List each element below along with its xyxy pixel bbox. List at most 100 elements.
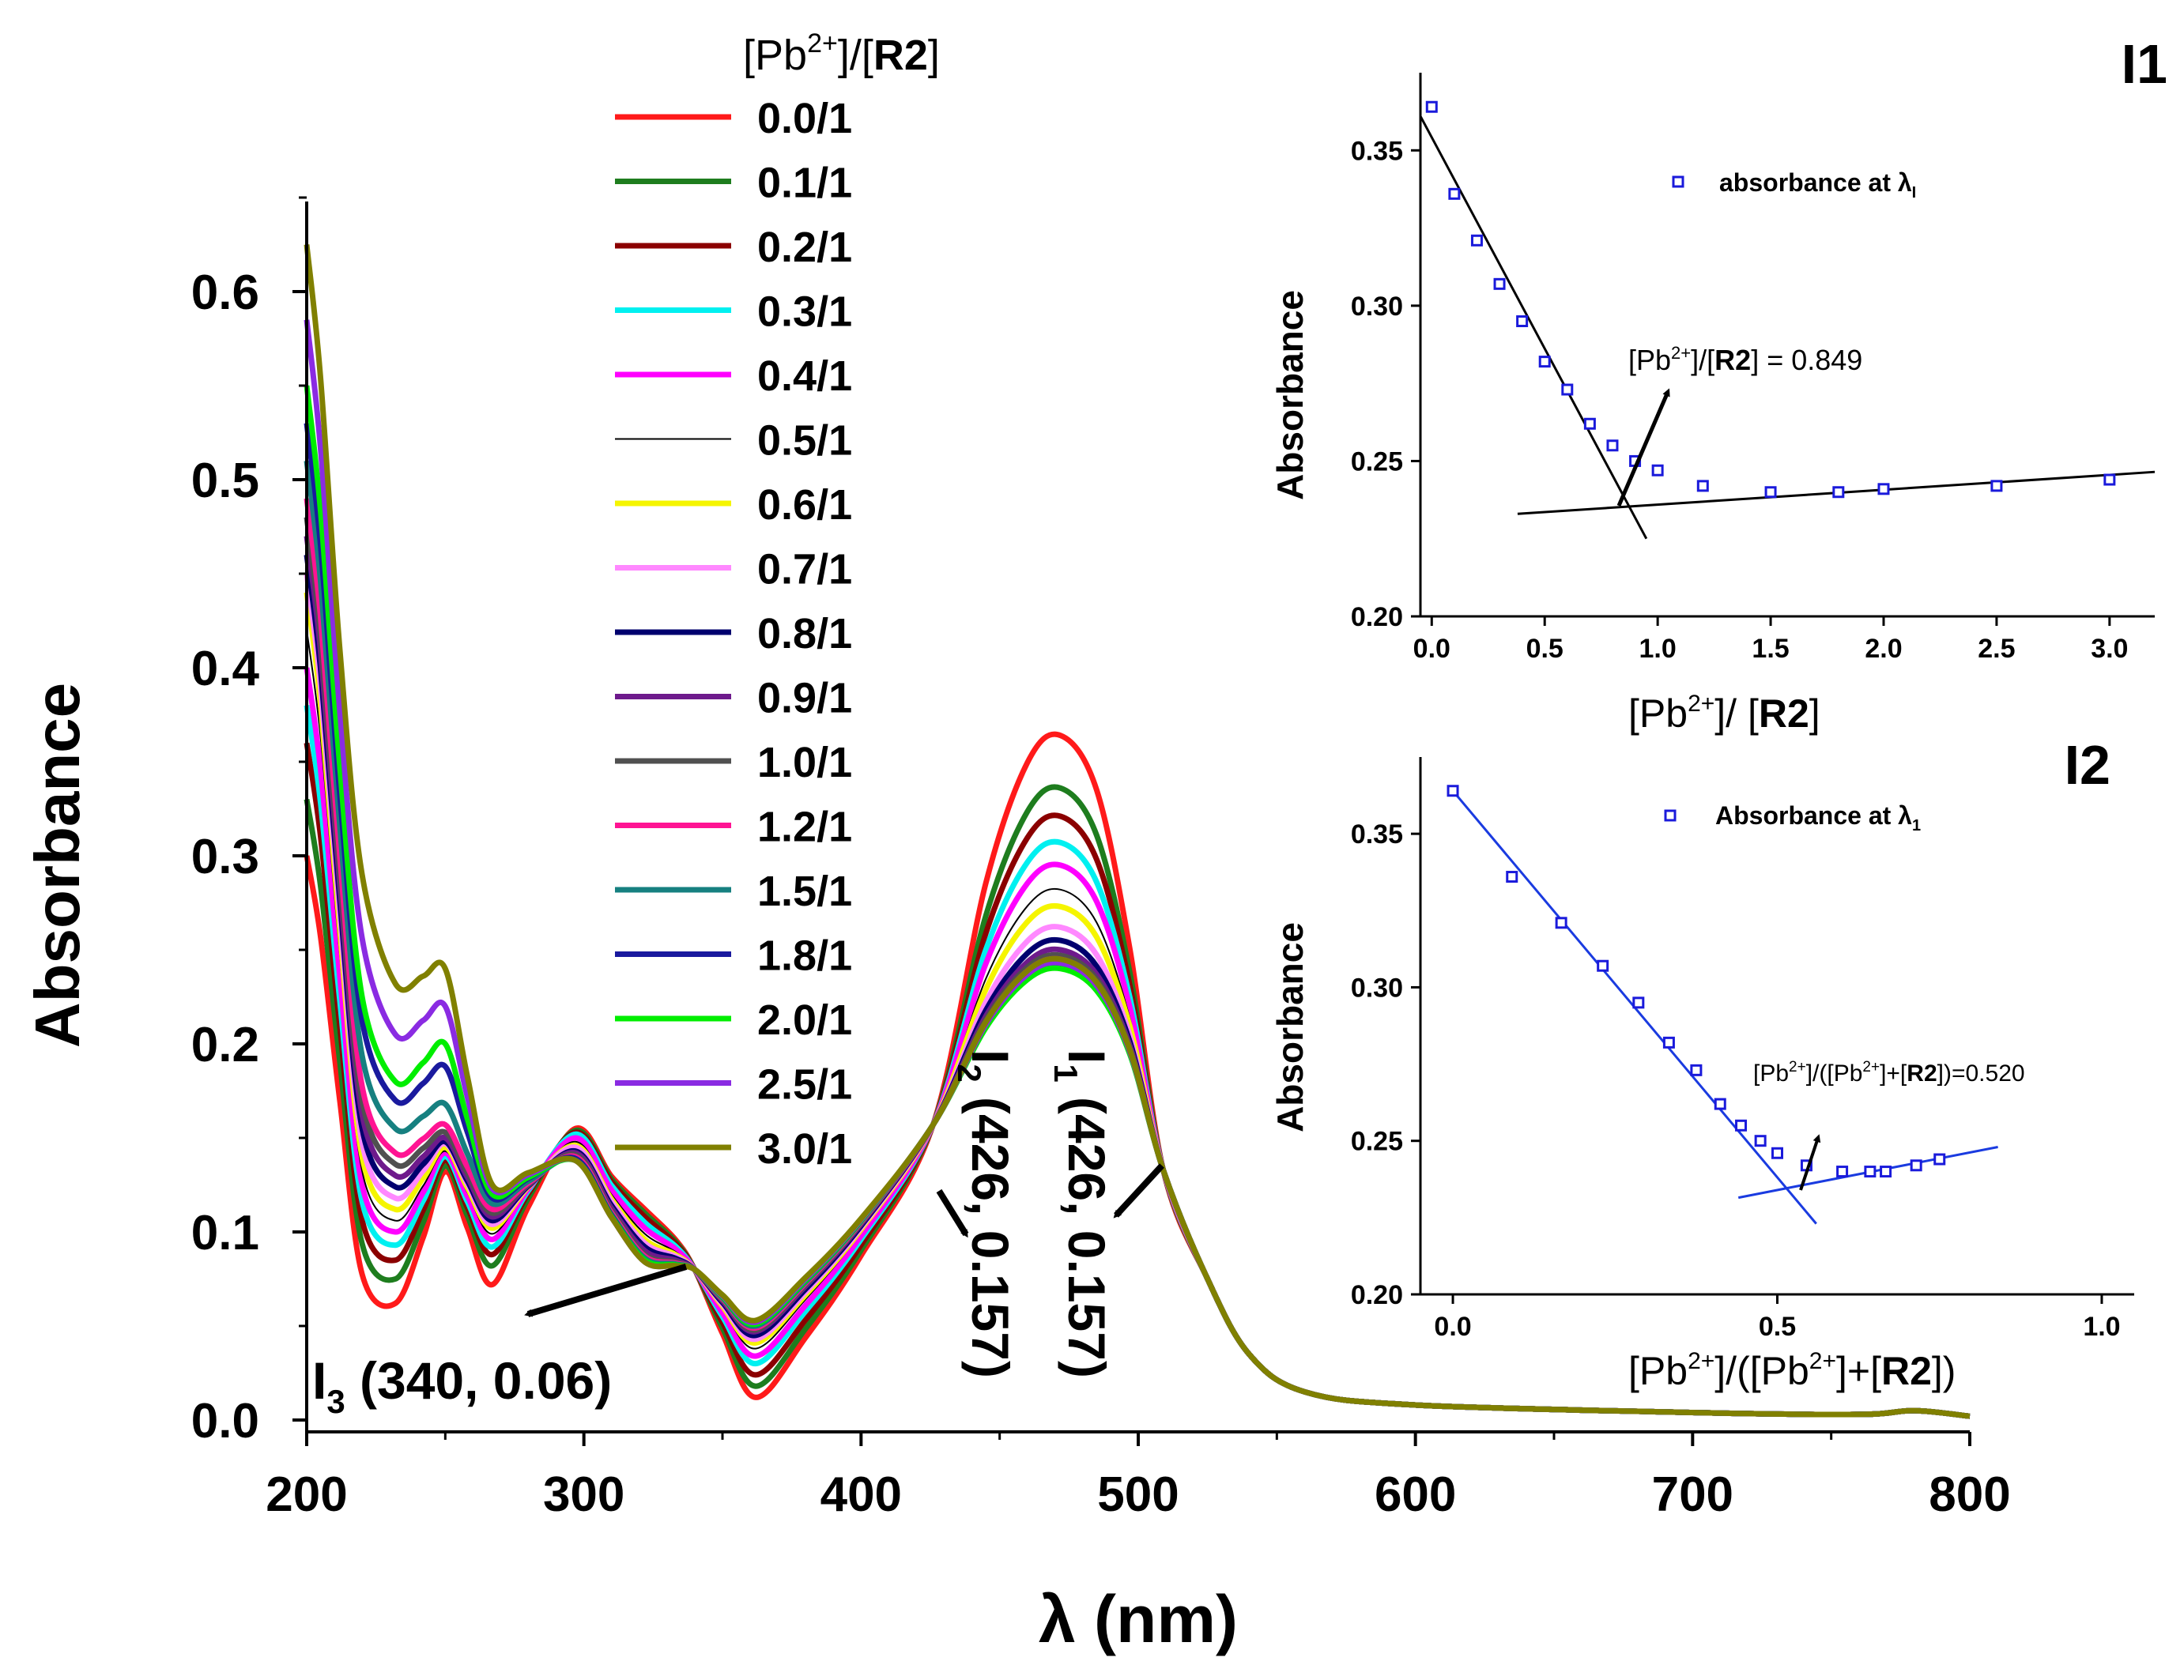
series-line-2.5-1 bbox=[304, 319, 1971, 1419]
legend-label: 0.9/1 bbox=[757, 675, 852, 722]
annotation-i1: I1 (426, 0.157) bbox=[1047, 1049, 1116, 1378]
i2-annotation-p3: ]+[ bbox=[1880, 1060, 1907, 1087]
i1-content: 0.0 0.5 1.0 1.5 2.0 2.5 3.0 0.20 0.25 0.30 0.35 bbox=[1351, 100, 2156, 664]
legend-title-end: ] bbox=[928, 32, 940, 79]
legend-label: 2.5/1 bbox=[757, 1061, 852, 1109]
data-point bbox=[1864, 1166, 1877, 1178]
data-point bbox=[1425, 100, 1438, 113]
main-spectra-panel: 200 300 400 500 600 700 800 0.0 0.1 0.2 0.3 0.4 0.5 0… bbox=[22, 28, 2011, 1656]
arrow-i3 bbox=[524, 1264, 688, 1317]
i2-y-label: Absorbance bbox=[1269, 922, 1311, 1132]
annotation-i2: I2 (426, 0.157) bbox=[951, 1049, 1020, 1378]
i2-x-label: [Pb2+]/([Pb2+]+[R2]) bbox=[1628, 1348, 1956, 1393]
data-point bbox=[1597, 959, 1609, 972]
arrow-i1 bbox=[1113, 1163, 1164, 1219]
data-point bbox=[1516, 315, 1529, 328]
data-point bbox=[1990, 480, 2003, 492]
i2-legend-sub: 1 bbox=[1912, 817, 1921, 834]
i2-x-label-end: ]) bbox=[1932, 1349, 1956, 1393]
series-line-0.9-1 bbox=[304, 535, 1971, 1419]
i1-annotation-mid: ]/[ bbox=[1691, 344, 1714, 376]
annotation-i3: I3 (340, 0.06) bbox=[312, 1351, 612, 1420]
i2-legend: Absorbance at λ1 bbox=[1664, 801, 1921, 834]
main-y-tick-label: 0.3 bbox=[191, 830, 259, 884]
inset-x-tick-label: 0.0 bbox=[1434, 1312, 1471, 1342]
inset-y-tick-label: 0.35 bbox=[1351, 136, 1403, 166]
data-point bbox=[1832, 486, 1845, 499]
data-point bbox=[1836, 1166, 1849, 1178]
data-point bbox=[1493, 277, 1506, 290]
legend-title: [Pb2+]/[R2] bbox=[743, 28, 940, 79]
i1-annotation-bold: R2 bbox=[1714, 344, 1751, 376]
inset-y-tick-label: 0.20 bbox=[1351, 602, 1403, 632]
data-point bbox=[1662, 1036, 1675, 1049]
annotation-i2-rest: (426, 0.157) bbox=[961, 1083, 1020, 1378]
data-point bbox=[1735, 1119, 1748, 1132]
i1-x-label-bold: R2 bbox=[1759, 691, 1809, 736]
i1-x-label-pre: [Pb bbox=[1628, 691, 1688, 736]
main-x-tick-label: 700 bbox=[1652, 1467, 1733, 1522]
i1-annotation-value: 0.849 bbox=[1791, 344, 1862, 376]
annotation-i1-lead: I bbox=[1058, 1049, 1116, 1064]
data-point bbox=[1448, 187, 1461, 200]
main-y-tick-label: 0.5 bbox=[191, 454, 259, 508]
legend-label: 2.0/1 bbox=[757, 996, 852, 1044]
main-x-tick-label: 200 bbox=[266, 1467, 347, 1522]
data-point bbox=[1470, 234, 1483, 247]
data-point bbox=[1880, 1166, 1892, 1178]
legend-label: 0.8/1 bbox=[757, 610, 852, 657]
inset-y-tick-label: 0.30 bbox=[1351, 973, 1403, 1003]
i1-annotation-sup: 2+ bbox=[1671, 343, 1691, 363]
annotation-i3-lead: I bbox=[312, 1351, 326, 1410]
i1-annotation-end: ] = bbox=[1751, 344, 1791, 376]
i1-panel-label: I1 bbox=[2122, 33, 2167, 95]
i2-annotation-p1: [Pb bbox=[1753, 1060, 1789, 1087]
legend-label: 0.5/1 bbox=[757, 417, 852, 465]
data-point bbox=[1933, 1153, 1946, 1166]
i1-arrow bbox=[1616, 388, 1670, 507]
i2-annotation-sup1: 2+ bbox=[1789, 1059, 1806, 1075]
data-point bbox=[1447, 785, 1459, 797]
legend-label: 1.0/1 bbox=[757, 739, 852, 786]
data-point bbox=[1506, 871, 1518, 883]
series-line-1.5-1 bbox=[304, 460, 1971, 1419]
i2-annotation-bold: R2 bbox=[1907, 1060, 1937, 1087]
annotation-i1-sub: 1 bbox=[1047, 1064, 1084, 1082]
i1-y-label: Absorbance bbox=[1269, 290, 1311, 500]
inset-x-tick-label: 1.0 bbox=[1639, 634, 1677, 664]
i2-arrow bbox=[1799, 1134, 1821, 1191]
i2-legend-text: Absorbance at λ1 bbox=[1715, 801, 1921, 834]
legend-label: 1.2/1 bbox=[757, 804, 852, 851]
legend-title-sup: 2+ bbox=[807, 28, 838, 58]
i2-x-label-sup2: 2+ bbox=[1809, 1348, 1836, 1374]
i1-legend-marker bbox=[1672, 175, 1684, 188]
inset-x-tick-label: 0.0 bbox=[1413, 634, 1450, 664]
series-line-1.2-1 bbox=[304, 498, 1971, 1419]
data-point bbox=[1606, 439, 1619, 452]
i2-legend-label: Absorbance at λ bbox=[1715, 801, 1912, 830]
inset-i2-panel: 0.0 0.5 1.0 0.20 0.25 0.30 0.35 I2 Absorbance … bbox=[1269, 734, 2134, 1393]
main-legend: 0.0/1 0.1/1 0.2/1 0.3/1 0.4/1 0.5/1 0.6/1 0.7/1… bbox=[615, 95, 852, 1173]
i2-x-label-bold: R2 bbox=[1881, 1349, 1932, 1393]
legend-label: 0.1/1 bbox=[757, 160, 852, 207]
i2-legend-marker bbox=[1664, 809, 1677, 822]
data-point bbox=[1561, 383, 1574, 396]
data-point bbox=[1754, 1135, 1767, 1147]
i2-annotation: [Pb2+]/([Pb2+]+[R2])=0.520 bbox=[1753, 1059, 2025, 1087]
annotation-i2-sub: 2 bbox=[951, 1064, 988, 1082]
inset-x-tick-label: 0.5 bbox=[1759, 1312, 1796, 1342]
inset-x-tick-label: 2.0 bbox=[1865, 634, 1902, 664]
i2-annotation-value: 0.520 bbox=[1966, 1060, 2025, 1087]
i1-x-label: [Pb2+]/ [R2] bbox=[1628, 691, 1820, 736]
main-y-label: Absorbance bbox=[22, 683, 92, 1048]
i2-x-label-p3: ]+[ bbox=[1836, 1349, 1881, 1393]
data-point bbox=[1555, 917, 1567, 929]
legend-title-pre: [Pb bbox=[743, 32, 807, 79]
series-line-1.8-1 bbox=[304, 423, 1971, 1419]
data-point bbox=[1877, 483, 1890, 495]
annotation-i1-rest: (426, 0.157) bbox=[1058, 1083, 1116, 1378]
legend-label: 0.0/1 bbox=[757, 95, 852, 142]
i2-x-label-p1: [Pb bbox=[1628, 1349, 1688, 1393]
i1-x-label-sup: 2+ bbox=[1688, 691, 1714, 717]
